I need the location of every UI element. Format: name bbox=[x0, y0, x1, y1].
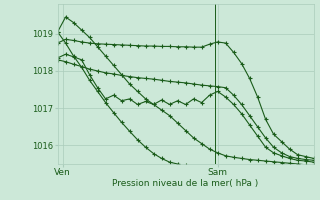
X-axis label: Pression niveau de la mer( hPa ): Pression niveau de la mer( hPa ) bbox=[112, 179, 259, 188]
